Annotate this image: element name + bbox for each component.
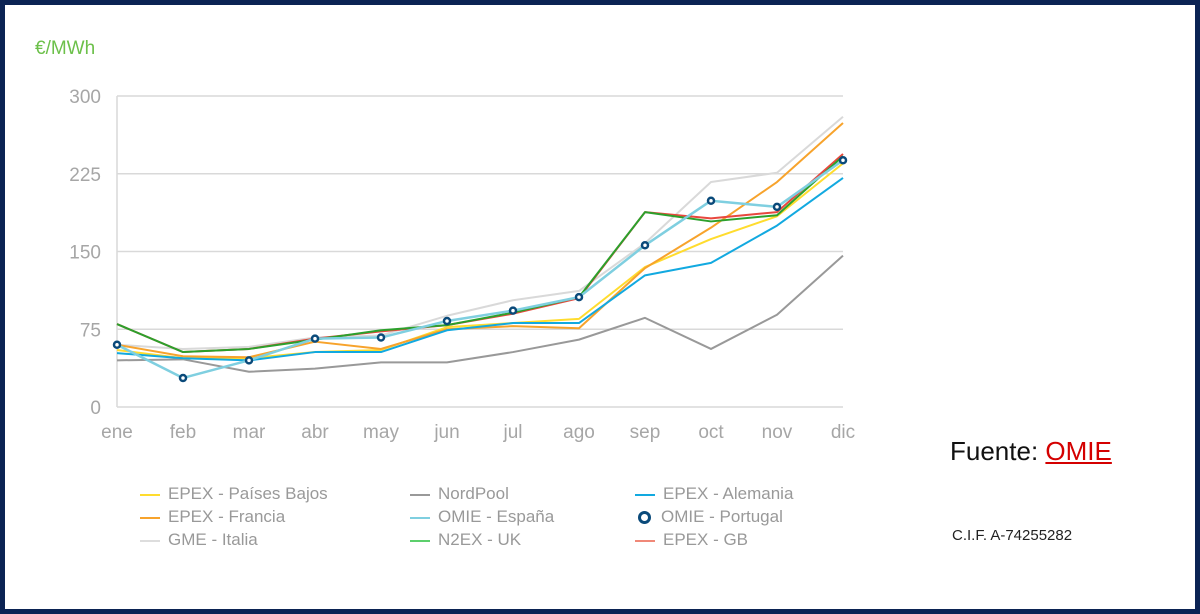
- source-link-omie[interactable]: OMIE: [1045, 436, 1112, 466]
- marker-omie-portugal: [112, 340, 122, 350]
- x-tick-label: oct: [698, 422, 724, 443]
- series-line-epex-alemania: [116, 177, 844, 362]
- marker-omie-portugal: [376, 333, 386, 342]
- marker-omie-portugal: [706, 196, 716, 205]
- source-label: Fuente:: [950, 436, 1039, 466]
- x-tick-label: ene: [101, 422, 133, 443]
- legend-item: GME - Italia: [140, 529, 258, 551]
- legend-label: NordPool: [438, 484, 509, 503]
- legend-label: EPEX - Francia: [168, 507, 286, 526]
- y-tick-label: 300: [69, 87, 101, 108]
- legend-label: EPEX - Alemania: [663, 484, 794, 503]
- marker-omie-portugal: [772, 202, 782, 212]
- legend-item: NordPool: [410, 483, 509, 505]
- x-tick-label: ago: [563, 422, 595, 443]
- series-line-epex-paises-bajos: [116, 162, 844, 360]
- legend-swatch: [410, 516, 430, 519]
- legend-swatch: [410, 493, 430, 496]
- x-tick-label: dic: [831, 422, 855, 443]
- legend-swatch: [410, 539, 430, 542]
- legend-swatch: [635, 539, 655, 542]
- y-tick-label: 0: [90, 398, 101, 419]
- legend-label: N2EX - UK: [438, 530, 522, 549]
- x-tick-label: jul: [502, 422, 522, 443]
- legend-label: GME - Italia: [168, 530, 258, 549]
- x-tick-label: mar: [233, 422, 266, 443]
- cif-number: C.I.F. A-74255282: [952, 527, 1073, 544]
- legend-item: OMIE - Portugal: [635, 506, 783, 528]
- marker-omie-portugal: [574, 292, 584, 302]
- x-tick-label: nov: [762, 422, 793, 443]
- x-tick-label: jun: [433, 422, 459, 443]
- marker-omie-portugal: [640, 241, 650, 250]
- marker-omie-portugal: [178, 373, 188, 383]
- marker-omie-portugal: [508, 306, 518, 315]
- legend-item: EPEX - Francia: [140, 506, 285, 528]
- legend-item: EPEX - Alemania: [635, 483, 793, 505]
- series-line-epex-francia: [116, 122, 844, 359]
- source-note: Fuente: OMIE: [950, 436, 1112, 467]
- x-tick-label: may: [363, 422, 399, 443]
- legend-label: OMIE - Portugal: [661, 507, 783, 526]
- marker-omie-portugal: [244, 356, 254, 365]
- legend-label: EPEX - GB: [663, 530, 749, 549]
- legend-label: OMIE - España: [438, 507, 555, 526]
- legend-swatch: [140, 516, 160, 519]
- series-line-gme-italia: [116, 115, 844, 350]
- legend-item: N2EX - UK: [410, 529, 521, 551]
- legend-item: OMIE - España: [410, 506, 554, 528]
- y-tick-label: 150: [69, 243, 101, 264]
- x-tick-label: feb: [170, 422, 196, 443]
- legend-marker-icon: [638, 511, 651, 525]
- legend-swatch: [140, 539, 160, 542]
- y-tick-label: 225: [69, 165, 101, 186]
- y-axis-unit-label: €/MWh: [35, 38, 96, 59]
- series-line-n2ex-uk: [116, 155, 844, 354]
- legend-item: EPEX - Países Bajos: [140, 483, 328, 505]
- legend-swatch: [635, 493, 655, 496]
- legend-swatch: [140, 493, 160, 496]
- legend-item: EPEX - GB: [635, 529, 748, 551]
- marker-omie-portugal: [442, 316, 452, 326]
- series-line-epex-gb: [116, 153, 844, 354]
- series-line-omie-espana: [116, 159, 844, 380]
- series-line-nordpool: [116, 254, 844, 373]
- marker-omie-portugal: [310, 334, 320, 343]
- y-tick-label: 75: [80, 320, 101, 341]
- x-tick-label: abr: [301, 422, 329, 443]
- x-tick-label: sep: [630, 422, 661, 443]
- marker-omie-portugal: [838, 156, 848, 165]
- legend-label: EPEX - Países Bajos: [168, 484, 328, 503]
